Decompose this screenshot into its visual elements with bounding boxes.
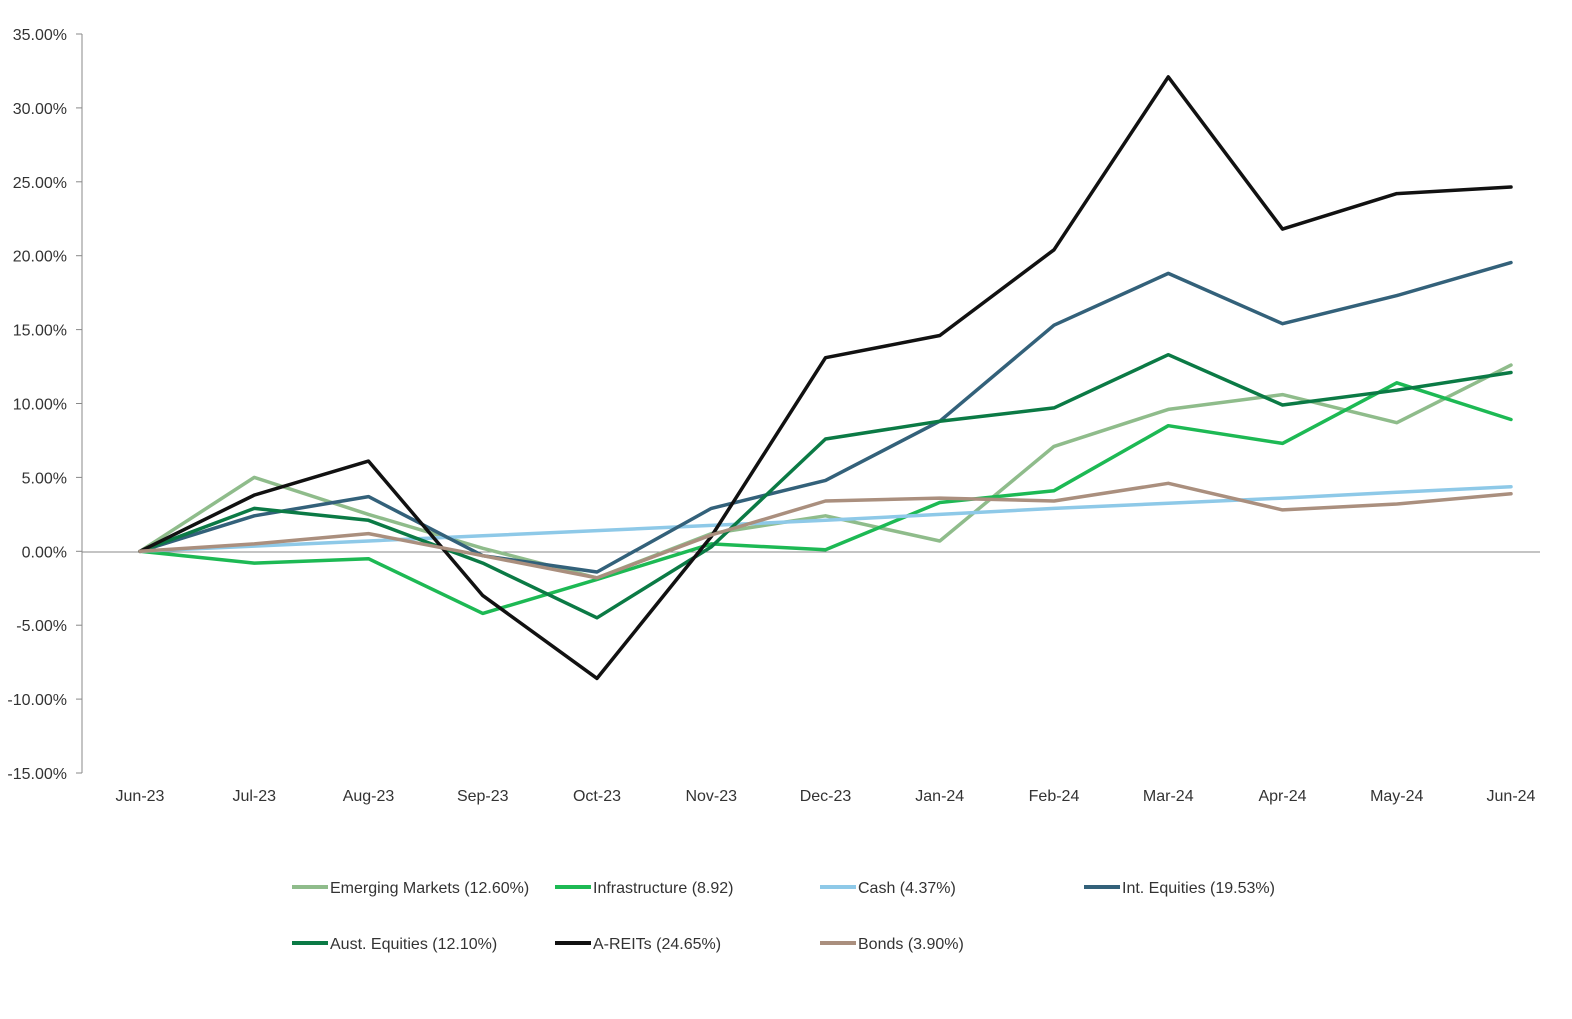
y-tick-label: 30.00% [13, 101, 67, 118]
y-tick-label: 0.00% [22, 544, 67, 561]
x-tick-label: Sep-23 [457, 788, 509, 805]
legend-label-4: Aust. Equities (12.10%) [330, 936, 497, 953]
x-tick-label: Oct-23 [573, 788, 621, 805]
series-line-6 [138, 481, 1513, 580]
legend-label-1: Infrastructure (8.92) [593, 880, 734, 897]
legend-label-2: Cash (4.37%) [858, 880, 956, 897]
x-tick-label: Apr-24 [1258, 788, 1306, 805]
legend: Emerging Markets (12.60%) Infrastructure … [292, 880, 1275, 953]
y-tick-label: 10.00% [13, 397, 67, 414]
legend-label-3: Int. Equities (19.53%) [1122, 880, 1275, 897]
y-tick-label: -10.00% [7, 692, 67, 709]
series-line-4 [138, 352, 1513, 620]
series-line-0 [138, 363, 1513, 580]
legend-label-5: A-REITs (24.65%) [593, 936, 721, 953]
x-tick-label: Jun-23 [116, 788, 165, 805]
y-tick-label: 25.00% [13, 175, 67, 192]
legend-label-0: Emerging Markets (12.60%) [330, 880, 529, 897]
x-tick-label: Jun-24 [1487, 788, 1536, 805]
legend-label-6: Bonds (3.90%) [858, 936, 964, 953]
y-tick-label: -5.00% [16, 618, 67, 635]
x-tick-label: Nov-23 [685, 788, 737, 805]
x-tick-label: Feb-24 [1029, 788, 1080, 805]
x-axis-ticks: Jun-23 Jul-23 Aug-23 Sep-23 Oct-23 Nov-23 Dec-… [116, 788, 1536, 805]
series-lines [138, 75, 1513, 681]
x-tick-label: May-24 [1370, 788, 1423, 805]
series-line-5 [138, 75, 1513, 681]
x-tick-label: Jul-23 [232, 788, 276, 805]
y-tick-label: 15.00% [13, 323, 67, 340]
y-tick-label: 35.00% [13, 27, 67, 44]
x-tick-label: Aug-23 [343, 788, 395, 805]
x-tick-label: Jan-24 [915, 788, 964, 805]
series-line-1 [138, 381, 1513, 616]
series-line-3 [138, 260, 1513, 574]
y-tick-label: 20.00% [13, 249, 67, 266]
y-axis-ticks: 35.00% 30.00% 25.00% 20.00% 15.00% 10.00% 5.00… [7, 27, 82, 783]
y-tick-label: -15.00% [7, 766, 67, 783]
series-line-2 [138, 484, 1513, 554]
x-tick-label: Dec-23 [800, 788, 852, 805]
x-tick-label: Mar-24 [1143, 788, 1194, 805]
y-tick-label: 5.00% [22, 470, 67, 487]
